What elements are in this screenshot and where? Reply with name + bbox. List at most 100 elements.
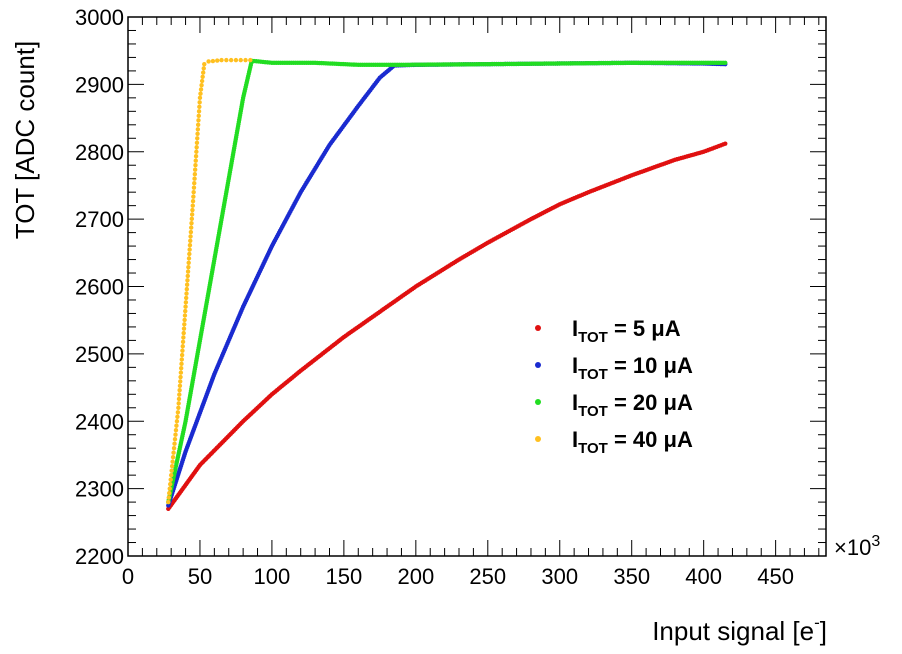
data-point [195, 122, 201, 128]
x-axis-title-superscript: - [814, 613, 820, 632]
data-point [188, 225, 194, 230]
data-point [248, 57, 253, 63]
data-point [185, 273, 190, 279]
legend-marker [535, 436, 541, 442]
data-point [185, 269, 191, 274]
data-point [238, 57, 243, 63]
data-point [175, 410, 181, 415]
data-point [184, 286, 190, 292]
data-point [182, 322, 187, 327]
x-tick-label: 200 [397, 564, 434, 589]
data-point [210, 58, 216, 64]
data-point [191, 194, 196, 199]
data-point [168, 477, 173, 482]
data-point [173, 432, 178, 437]
y-tick-label: 2400 [75, 409, 124, 434]
x-tick-label: 150 [326, 564, 363, 589]
y-tick-label: 2500 [75, 342, 124, 367]
y-tick-label: 2800 [75, 140, 124, 165]
x-tick-label: 300 [541, 564, 578, 589]
y-tick-label: 2600 [75, 275, 124, 300]
x-tick-label: 100 [254, 564, 291, 589]
data-point [196, 118, 201, 123]
axis-ticks [127, 16, 826, 557]
x-tick-label: 350 [613, 564, 650, 589]
data-point [184, 291, 189, 296]
data-point [181, 326, 187, 331]
data-point [166, 495, 171, 500]
data-point [185, 278, 190, 283]
x-tick-label: 250 [469, 564, 506, 589]
legend-label: ITOT = 5 μA [572, 316, 681, 346]
data-point [177, 383, 183, 389]
data-point [166, 499, 171, 505]
data-point [171, 450, 176, 455]
data-point [169, 463, 175, 469]
data-point [228, 57, 234, 63]
data-point [168, 472, 174, 478]
data-point [179, 352, 185, 358]
series-3 [166, 58, 728, 505]
data-point [183, 295, 189, 301]
data-point [183, 308, 188, 314]
data-point [195, 127, 201, 132]
data-point [187, 242, 193, 248]
data-point [196, 113, 201, 119]
data-point [186, 264, 191, 270]
series-1 [166, 141, 728, 512]
data-point [189, 221, 194, 226]
data-point [180, 339, 186, 345]
tick-labels: 0 50 100 150 200 250 300 350 400 450 2200 2300 2400 2… [75, 5, 794, 589]
data-point [197, 104, 202, 110]
data-point [181, 330, 186, 336]
data-point [199, 78, 205, 84]
data-point [178, 374, 183, 380]
data-point [197, 100, 202, 105]
data-point [197, 95, 203, 101]
y-tick-label: 3000 [75, 5, 124, 30]
data-point [190, 207, 195, 213]
data-point [184, 282, 190, 287]
x-axis-title-close: ] [820, 616, 827, 646]
data-point [178, 370, 184, 375]
data-point [177, 387, 182, 393]
data-point [723, 141, 728, 146]
data-point [243, 57, 248, 63]
x-tick-label: 0 [122, 564, 134, 589]
data-point [182, 317, 187, 323]
data-point [194, 140, 200, 145]
data-point [201, 66, 206, 71]
data-point [188, 229, 194, 235]
data-point [189, 212, 195, 217]
data-point [170, 454, 176, 460]
x-tick-label: 400 [685, 564, 722, 589]
legend-marker [535, 399, 541, 405]
data-point [183, 304, 188, 309]
data-point [167, 490, 172, 496]
data-point [206, 59, 211, 64]
data-point [192, 176, 197, 181]
data-point [169, 468, 174, 473]
data-point [191, 189, 196, 195]
data-point [177, 392, 182, 397]
x-multiplier-label: ×103 [834, 533, 880, 560]
data-point [172, 437, 178, 442]
legend-marker [535, 362, 541, 368]
data-point [193, 163, 198, 168]
data-point [174, 423, 179, 428]
data-point [194, 145, 199, 150]
data-point [192, 167, 198, 172]
data-point [179, 357, 185, 362]
data-point [186, 260, 191, 265]
x-multiplier-base: ×10 [834, 535, 871, 560]
data-point [200, 74, 205, 79]
data-point [172, 441, 177, 446]
data-point [179, 361, 184, 367]
data-point [180, 344, 185, 349]
x-tick-label: 50 [188, 564, 212, 589]
legend: ITOT = 5 μA ITOT = 10 μA ITOT = 20 μA ITOT … [535, 316, 693, 457]
legend-label: ITOT = 40 μA [572, 427, 693, 457]
data-point [219, 57, 224, 63]
data-point [199, 83, 204, 88]
y-tick-label: 2700 [75, 207, 124, 232]
